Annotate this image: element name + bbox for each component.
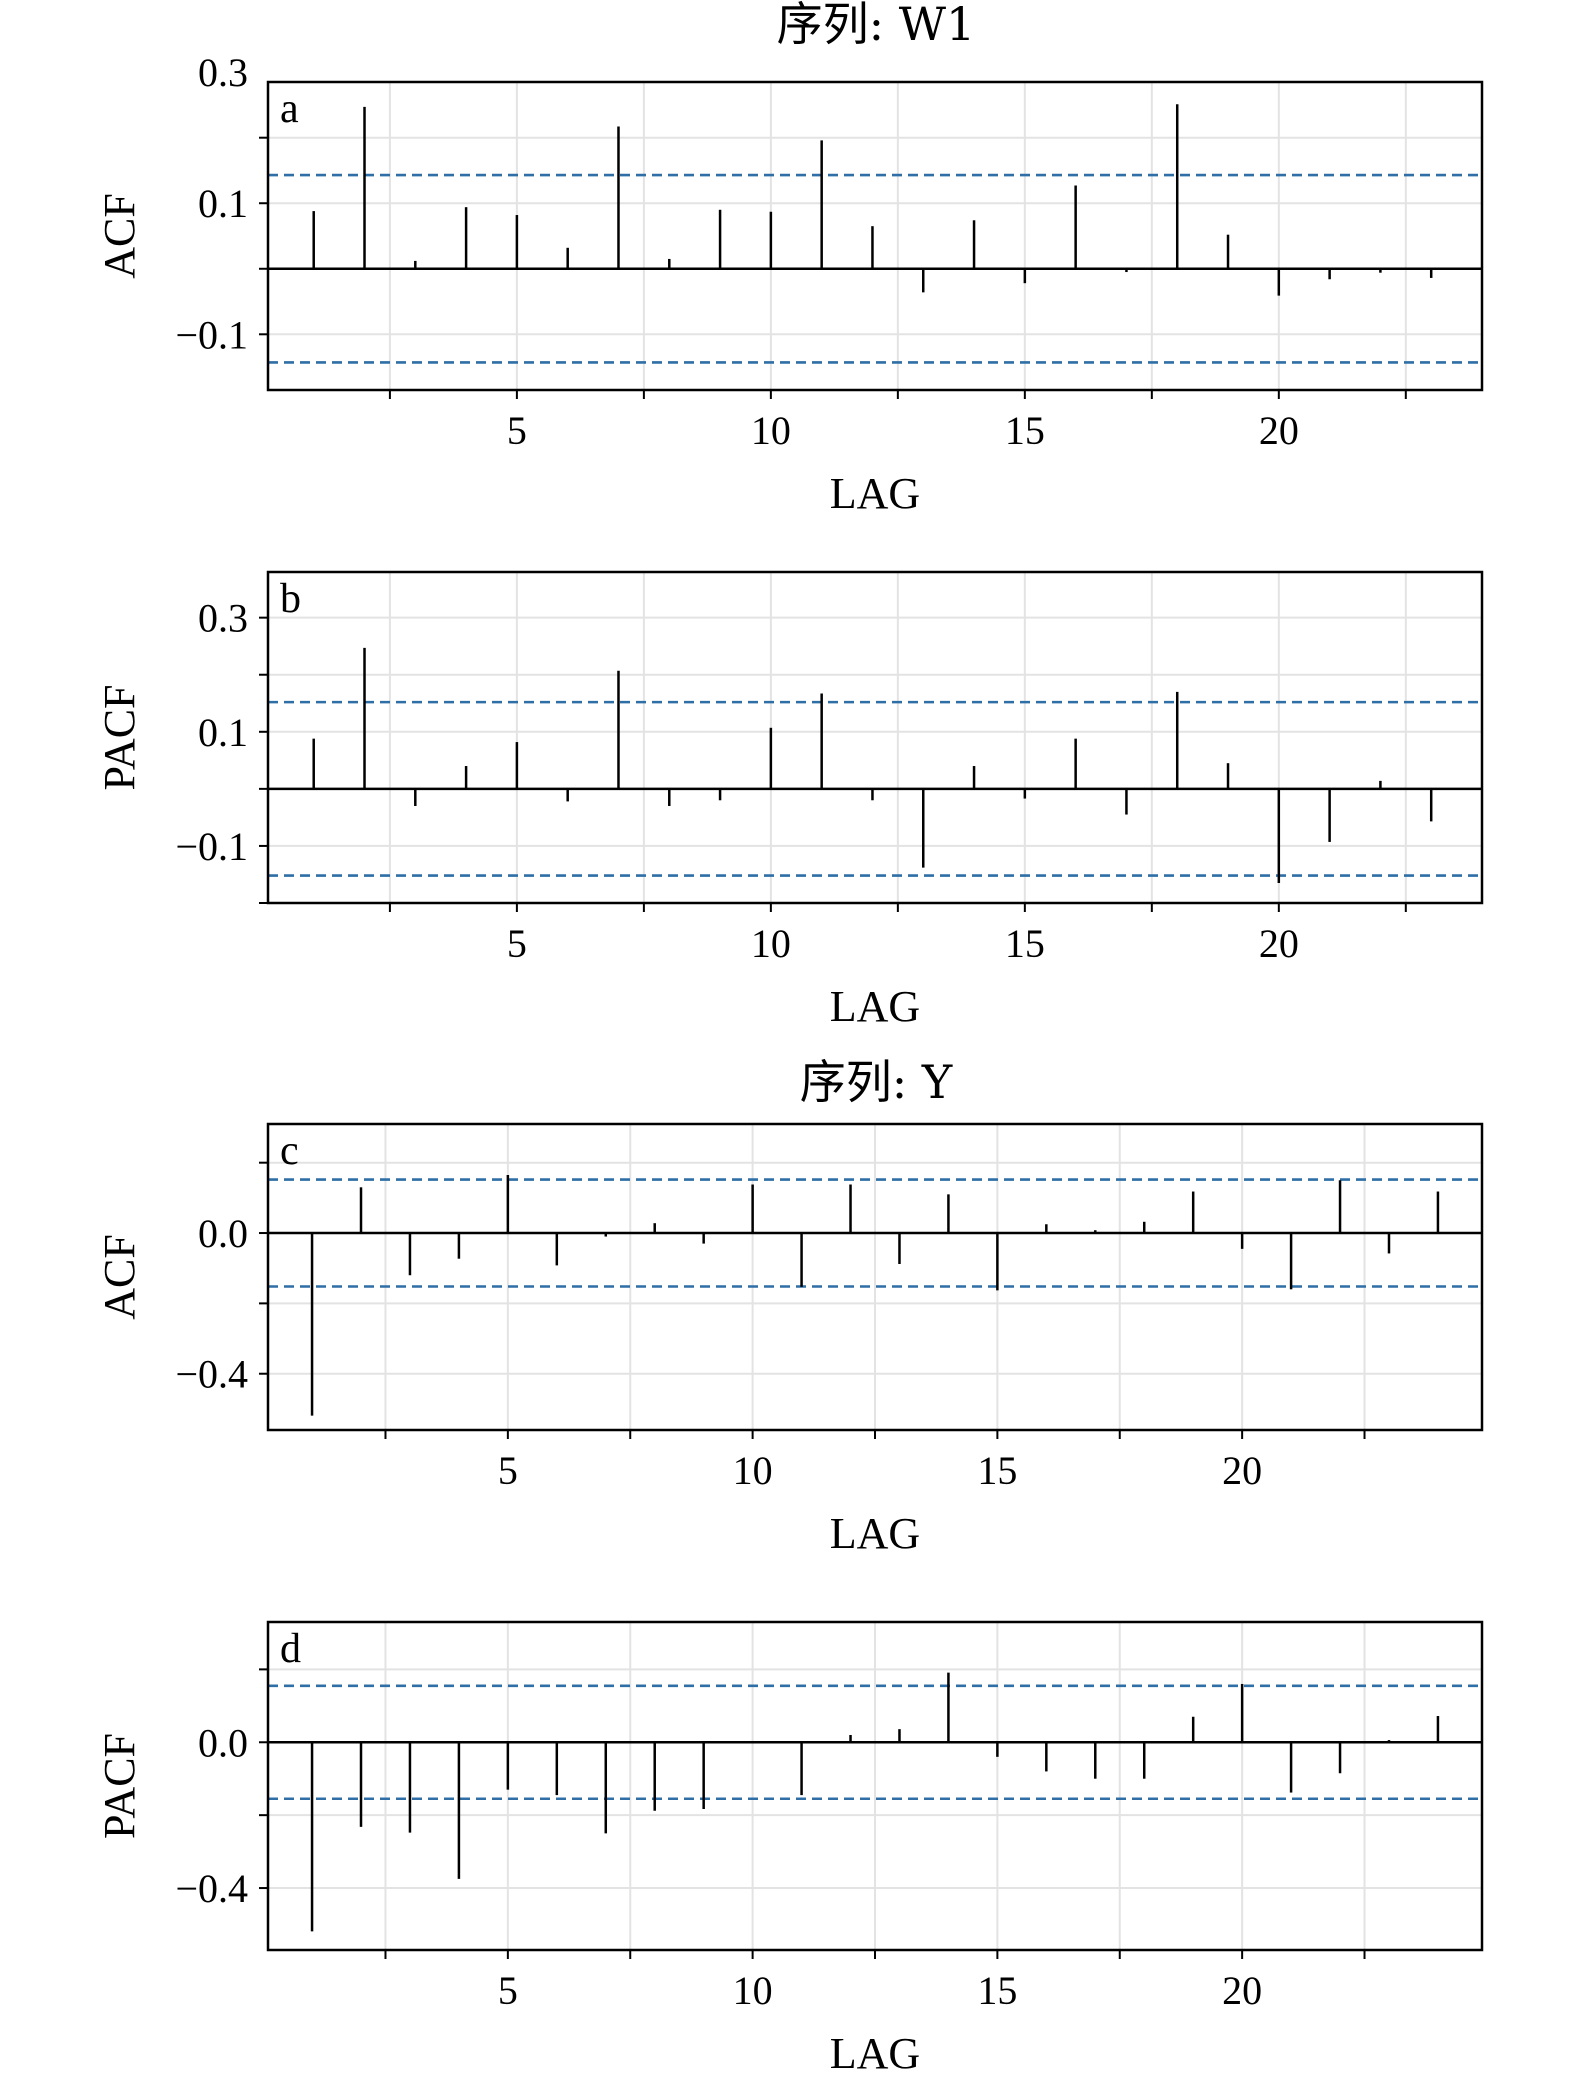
x-tick-label: 20: [1222, 1968, 1262, 2013]
x-tick-label: 10: [733, 1968, 773, 2013]
y-tick-label: 0.0: [198, 1211, 248, 1256]
y-tick-label: 0.0: [198, 1720, 248, 1765]
x-tick-label: 5: [498, 1448, 518, 1493]
x-tick-label: 15: [1005, 921, 1045, 966]
y-axis-label: PACF: [95, 1733, 144, 1839]
x-axis-label: LAG: [830, 1509, 920, 1558]
y-tick-label: 0.3: [198, 50, 248, 95]
y-tick-label: 0.3: [198, 596, 248, 641]
x-tick-label: 20: [1259, 408, 1299, 453]
y-tick-label: 0.1: [198, 710, 248, 755]
x-axis-label: LAG: [830, 2029, 920, 2078]
x-tick-label: 5: [507, 408, 527, 453]
x-tick-label: 5: [507, 921, 527, 966]
x-tick-label: 15: [977, 1448, 1017, 1493]
panel-b-pacf-w1: 0.3 0.1 −0.1 5 10 15 20 LAG PACF b: [95, 570, 1484, 1031]
y-tick-label: −0.1: [175, 312, 248, 357]
x-axis-label: LAG: [830, 469, 920, 518]
y-tick-label: −0.4: [175, 1352, 248, 1397]
panel-label: b: [280, 576, 301, 622]
x-tick-label: 10: [751, 921, 791, 966]
plot-frame: [266, 80, 1484, 392]
y-tick-label: −0.1: [175, 824, 248, 869]
title-series-y: 序列: Y: [800, 1055, 953, 1109]
x-tick-label: 10: [733, 1448, 773, 1493]
x-tick-label: 20: [1222, 1448, 1262, 1493]
panel-a-acf-w1: 0.3 0.1 −0.1 5 10 15 20 LAG ACF a: [95, 50, 1484, 518]
panel-d-pacf-y: 0.0 −0.4 5 10 15 20 LAG PACF d: [95, 1620, 1484, 2078]
y-tick-label: −0.4: [175, 1866, 248, 1911]
x-tick-label: 15: [1005, 408, 1045, 453]
x-tick-label: 15: [977, 1968, 1017, 2013]
panel-label: c: [280, 1128, 299, 1174]
x-tick-label: 20: [1259, 921, 1299, 966]
panel-label: a: [280, 86, 299, 132]
plot-frame: [266, 570, 1484, 905]
y-axis-label: ACF: [95, 193, 144, 279]
x-axis-label: LAG: [830, 982, 920, 1031]
x-tick-label: 5: [498, 1968, 518, 2013]
y-axis-label: PACF: [95, 684, 144, 790]
x-tick-label: 10: [751, 408, 791, 453]
y-axis-label: ACF: [95, 1234, 144, 1320]
title-series-w1: 序列: W1: [777, 0, 976, 51]
panel-c-acf-y: 0.0 −0.4 5 10 15 20 LAG ACF c: [95, 1122, 1484, 1558]
y-tick-label: 0.1: [198, 181, 248, 226]
panel-label: d: [280, 1626, 301, 1672]
